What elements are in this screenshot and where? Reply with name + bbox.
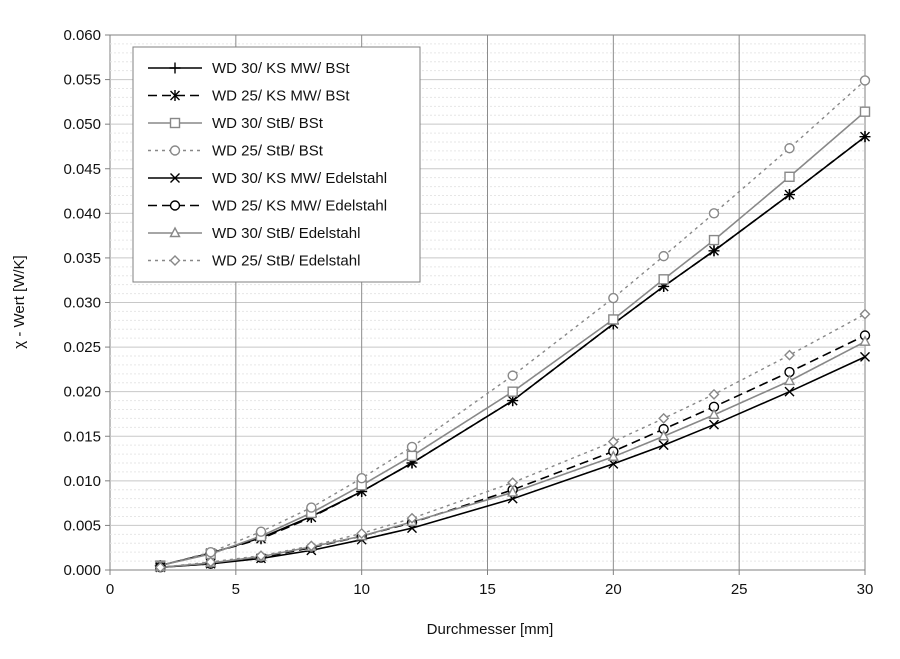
- data-point: [860, 351, 870, 362]
- y-tick-label: 0.025: [63, 339, 101, 356]
- data-point: [406, 512, 418, 524]
- series-line-8: [160, 313, 866, 568]
- y-tick-label: 0.020: [63, 384, 101, 401]
- data-point: [859, 308, 871, 320]
- series-line-3: [160, 111, 866, 567]
- legend-entry-label: WD 30/ KS MW/ BSt: [212, 60, 350, 77]
- data-point: [507, 370, 518, 381]
- series-markers: [154, 75, 871, 573]
- data-point: [255, 526, 267, 537]
- data-point: [859, 106, 871, 117]
- data-point: [784, 349, 795, 361]
- legend-entry-label: WD 30/ StB/ Edelstahl: [212, 225, 360, 242]
- y-tick-label: 0.040: [63, 205, 101, 222]
- series-line-2: [160, 136, 866, 567]
- data-point: [406, 450, 418, 462]
- x-axis-label: Durchmesser [mm]: [427, 621, 554, 638]
- data-point: [658, 429, 670, 441]
- y-tick-label: 0.010: [63, 473, 101, 490]
- legend-marker: [169, 226, 181, 238]
- data-point: [306, 502, 317, 513]
- data-point: [305, 540, 317, 552]
- data-point: [658, 440, 669, 451]
- data-point: [658, 274, 669, 285]
- legend-marker: [169, 200, 181, 211]
- data-point: [608, 314, 619, 325]
- data-point: [608, 292, 619, 304]
- x-axis-ticks: 0 5 10 15 20 25 30: [106, 570, 874, 598]
- data-point: [205, 556, 217, 568]
- series-line-6: [160, 334, 866, 569]
- data-point: [783, 374, 796, 386]
- data-point: [356, 527, 368, 539]
- data-point: [784, 171, 795, 182]
- x-tick-label: 25: [731, 581, 748, 598]
- y-tick-label: 0.060: [63, 27, 101, 44]
- legend-box: [132, 46, 421, 283]
- y-tick-label: 0.000: [63, 562, 101, 579]
- x-tick-label: 10: [353, 581, 370, 598]
- y-axis-ticks: 0.000 0.005 0.010 0.015 0.020 0.025 0.030 0.035…: [63, 27, 110, 579]
- y-tick-label: 0.035: [63, 250, 101, 267]
- data-point: [406, 441, 418, 453]
- data-point: [859, 75, 871, 86]
- data-point: [658, 250, 669, 262]
- data-point: [507, 477, 519, 489]
- x-tick-label: 15: [479, 581, 496, 598]
- data-point: [709, 419, 719, 430]
- data-point: [708, 234, 720, 246]
- x-tick-label: 0: [106, 581, 114, 598]
- legend-marker: [169, 145, 181, 156]
- legend-marker: [169, 117, 181, 129]
- legend: WD 30/ KS MW/ BSt WD 25/ KS MW/ BSt WD 30/…: [132, 46, 421, 283]
- legend-marker: [170, 173, 180, 183]
- data-point: [709, 245, 719, 257]
- legend-entry-label: WD 25/ KS MW/ Edelstahl: [212, 198, 387, 215]
- data-point: [154, 561, 166, 573]
- legend-marker: [169, 62, 181, 74]
- data-point: [205, 546, 216, 558]
- series-line-7: [160, 340, 866, 569]
- x-tick-label: 5: [232, 581, 240, 598]
- y-axis-label: χ - Wert [W/K]: [11, 255, 28, 348]
- data-point: [859, 335, 871, 346]
- data-point: [507, 485, 519, 497]
- x-tick-label: 30: [857, 581, 874, 598]
- data-point: [708, 208, 720, 219]
- data-point: [860, 131, 870, 143]
- y-tick-label: 0.005: [63, 517, 101, 534]
- data-point: [784, 189, 795, 201]
- legend-entry-label: WD 30/ KS MW/ Edelstahl: [212, 170, 387, 187]
- data-point: [607, 436, 619, 448]
- data-point: [708, 408, 720, 420]
- y-tick-label: 0.055: [63, 72, 101, 89]
- series-lines: [160, 79, 866, 569]
- data-point: [507, 386, 518, 397]
- data-point: [255, 550, 267, 562]
- y-tick-label: 0.045: [63, 161, 101, 178]
- legend-marker: [170, 90, 180, 101]
- data-point: [784, 386, 795, 397]
- legend-entry-label: WD 30/ StB/ BSt: [212, 115, 324, 132]
- data-point: [607, 450, 619, 461]
- data-point: [507, 395, 518, 407]
- y-tick-label: 0.030: [63, 295, 101, 312]
- x-tick-label: 20: [605, 581, 622, 598]
- data-point: [784, 143, 795, 154]
- legend-entry-label: WD 25/ KS MW/ BSt: [212, 88, 350, 105]
- data-point: [658, 412, 670, 424]
- y-tick-label: 0.015: [63, 428, 101, 445]
- y-tick-label: 0.050: [63, 116, 101, 133]
- legend-marker: [169, 255, 181, 266]
- legend-entry-label: WD 25/ StB/ Edelstahl: [212, 253, 360, 270]
- data-point: [356, 472, 367, 484]
- data-point: [708, 388, 720, 400]
- legend-entry-label: WD 25/ StB/ BSt: [212, 143, 324, 160]
